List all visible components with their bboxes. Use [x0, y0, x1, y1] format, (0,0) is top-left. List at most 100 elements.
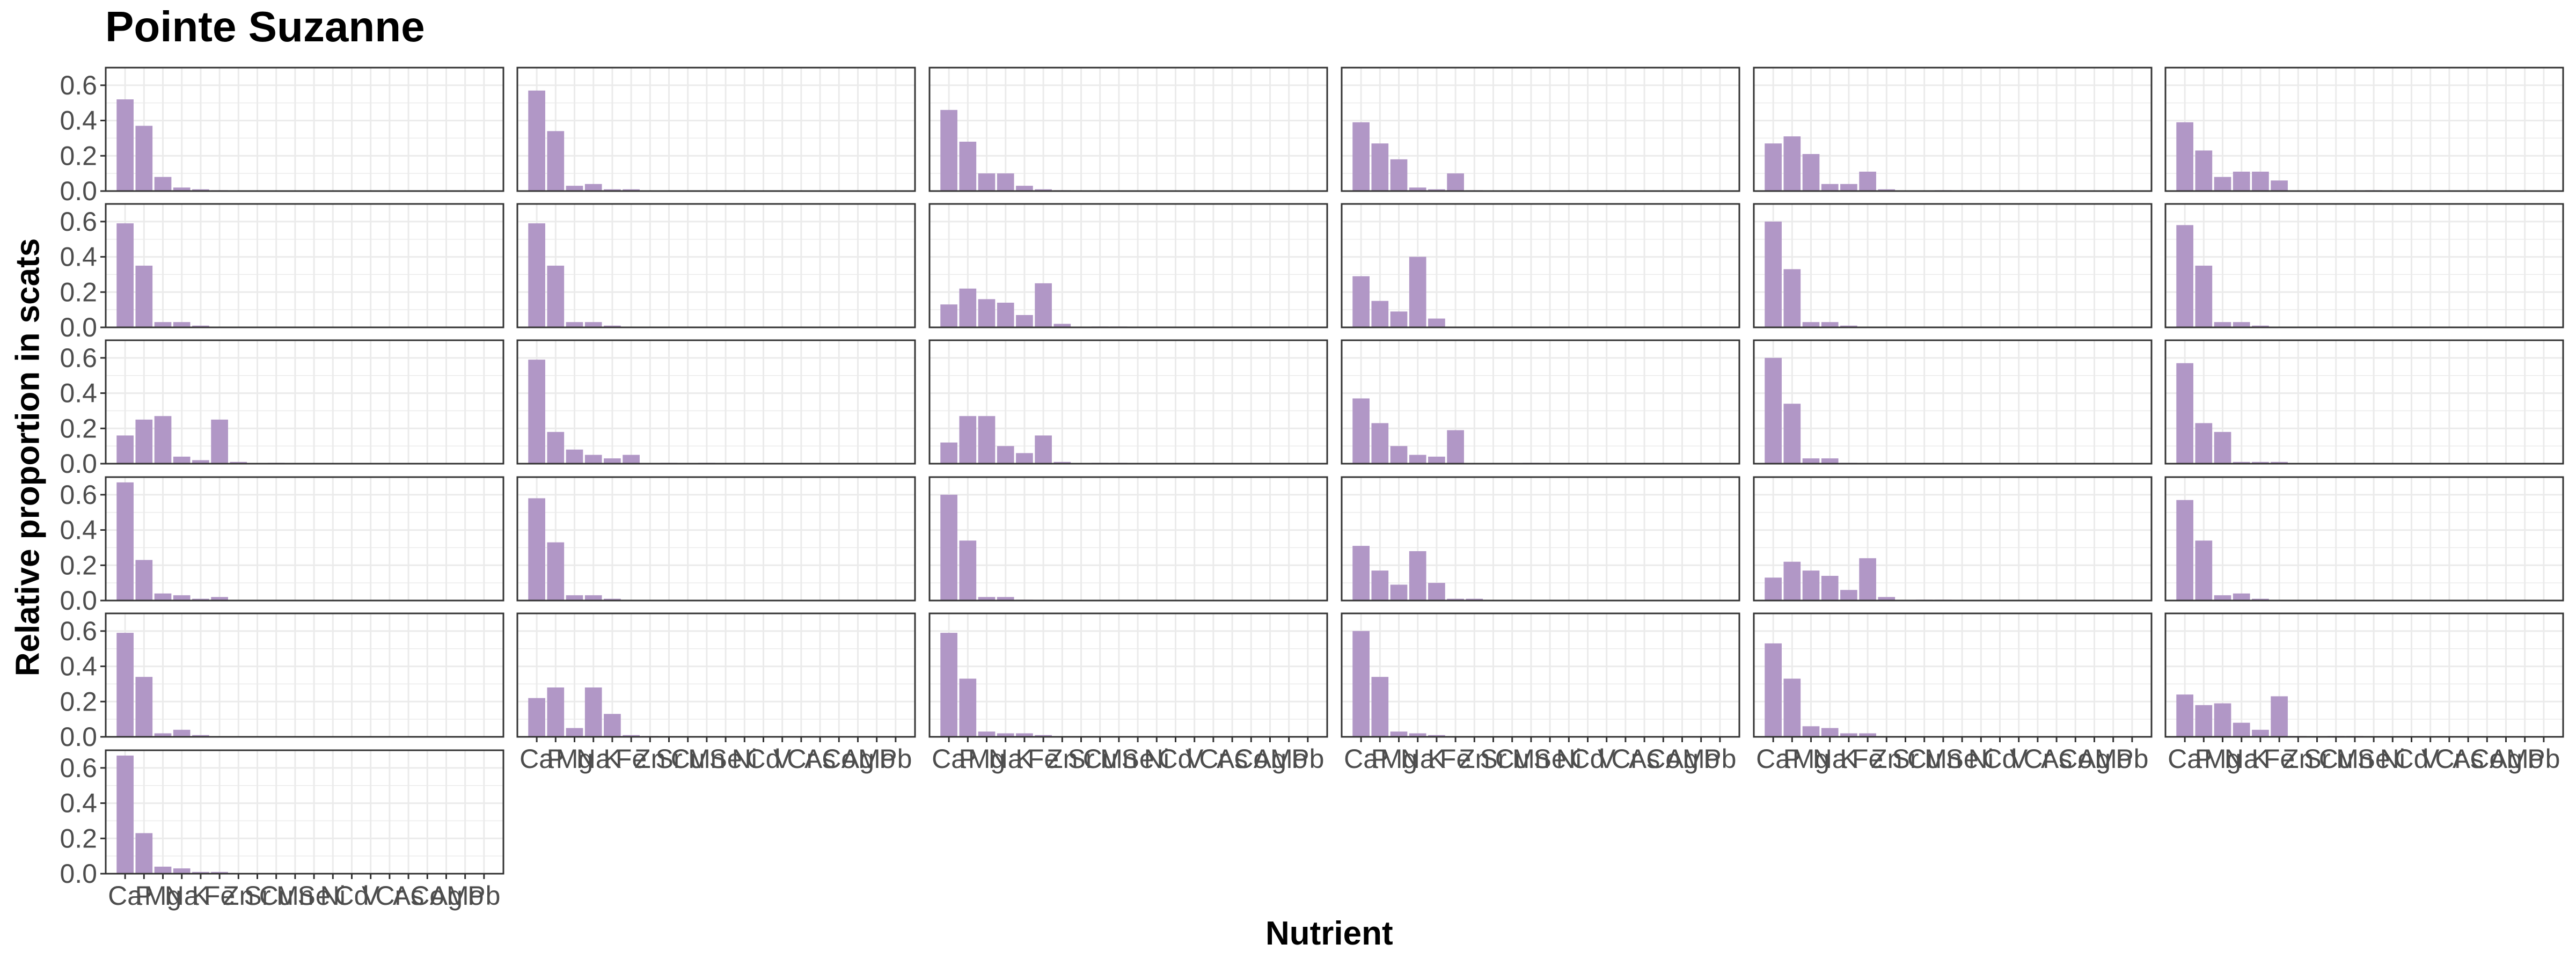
y-tick-label: 0.6	[60, 616, 97, 646]
y-tick-label: 0.4	[60, 788, 97, 818]
bar	[2233, 462, 2250, 464]
bar	[566, 595, 583, 601]
bar	[2214, 177, 2231, 191]
bar	[566, 322, 583, 327]
x-tick-label: Mg	[1792, 744, 1829, 774]
bar	[211, 872, 228, 874]
x-tick-label: Cu	[2319, 744, 2353, 774]
bar	[1783, 269, 1801, 327]
x-tick-label: Cu	[1495, 744, 1529, 774]
facet-panel	[516, 67, 916, 192]
x-tick-label: As	[2453, 744, 2484, 774]
bar	[1371, 423, 1389, 464]
x-tick-label: Ag	[2078, 744, 2111, 774]
bar	[1371, 570, 1389, 601]
bar	[116, 482, 134, 601]
bar	[1765, 577, 1782, 601]
y-tick-label: 0.2	[60, 823, 97, 853]
bar	[566, 449, 583, 464]
bar	[1840, 325, 1857, 327]
x-tick-label: Mn	[1924, 744, 1962, 774]
panel-border	[516, 203, 916, 328]
x-tick-label: Zn	[1871, 744, 1902, 774]
panel-background	[106, 613, 503, 737]
y-tick-label: 0.2	[60, 686, 97, 716]
bar	[116, 223, 134, 327]
x-axis-title: Nutrient	[1265, 915, 1393, 952]
x-tick-label: Ca	[519, 744, 554, 774]
bar	[1035, 189, 1052, 191]
y-tick-label: 0.4	[60, 242, 97, 272]
bar	[528, 498, 545, 601]
bar	[1428, 189, 1445, 191]
x-tick-label: V	[1598, 744, 1616, 774]
bar	[528, 360, 545, 464]
x-tick-label: Se	[709, 744, 742, 774]
x-tick-label: Cr	[2024, 744, 2052, 774]
panel-border	[105, 612, 504, 738]
bar	[154, 733, 172, 737]
bar	[978, 597, 996, 601]
y-tick-label: 0.0	[60, 449, 97, 479]
facet-panel	[1753, 67, 2153, 192]
y-tick-label: 0.0	[60, 312, 97, 342]
bar	[584, 687, 602, 737]
bar	[1859, 733, 1876, 737]
panel-background	[1342, 68, 1739, 191]
bar	[997, 597, 1014, 601]
bar	[1428, 456, 1445, 464]
bar	[1447, 173, 1464, 191]
bar	[584, 322, 602, 327]
chart-title: Pointe Suzanne	[105, 3, 425, 50]
panel-background	[930, 204, 1327, 327]
panel-border	[105, 476, 504, 602]
bar	[154, 416, 172, 464]
x-tick-label: Pb	[467, 881, 500, 911]
bar	[1390, 584, 1408, 601]
bar	[173, 322, 191, 327]
bar	[978, 416, 996, 464]
x-tick-label: Na	[165, 881, 199, 911]
facet-panel	[516, 476, 916, 602]
x-tick-label: Sr	[1068, 744, 1095, 774]
x-tick-label: Fe	[616, 744, 647, 774]
bar	[604, 189, 621, 191]
y-tick-label: 0.4	[60, 515, 97, 545]
x-tick-label: Ca	[1344, 744, 1378, 774]
x-tick-label: Zn	[634, 744, 665, 774]
facet-panel	[1753, 476, 2153, 602]
bar	[997, 173, 1014, 191]
x-tick-label: Ag	[841, 744, 874, 774]
facet-panel: 0.0 0.2 0.4 0.6	[60, 612, 504, 752]
bar	[959, 142, 977, 191]
panel-background	[1342, 204, 1739, 327]
x-tick-label: Mo	[2506, 744, 2543, 774]
x-tick-label: K	[603, 744, 621, 774]
bar	[2214, 322, 2231, 327]
x-tick-label: K	[1840, 744, 1857, 774]
bar	[154, 177, 172, 191]
x-tick-label: Mo	[2095, 744, 2132, 774]
bar	[547, 266, 565, 327]
panel-background	[930, 340, 1327, 464]
bar	[1428, 583, 1445, 601]
x-tick-label: K	[2251, 744, 2269, 774]
bar	[2252, 729, 2269, 737]
panel-border	[1753, 612, 2153, 738]
bar	[1371, 677, 1389, 737]
x-tick-label: Zn	[223, 881, 254, 911]
bar	[1371, 301, 1389, 327]
bar	[173, 729, 191, 737]
x-tick-label: Ca	[108, 881, 142, 911]
panel-background	[1754, 613, 2151, 737]
bar	[211, 597, 228, 601]
x-tick-label: P	[1783, 744, 1801, 774]
facet-panel: 0.0 0.2 0.4 0.6	[60, 339, 504, 479]
x-tick-label: V	[773, 744, 792, 774]
x-tick-label: Sr	[656, 744, 683, 774]
y-tick-label: 0.0	[60, 586, 97, 616]
